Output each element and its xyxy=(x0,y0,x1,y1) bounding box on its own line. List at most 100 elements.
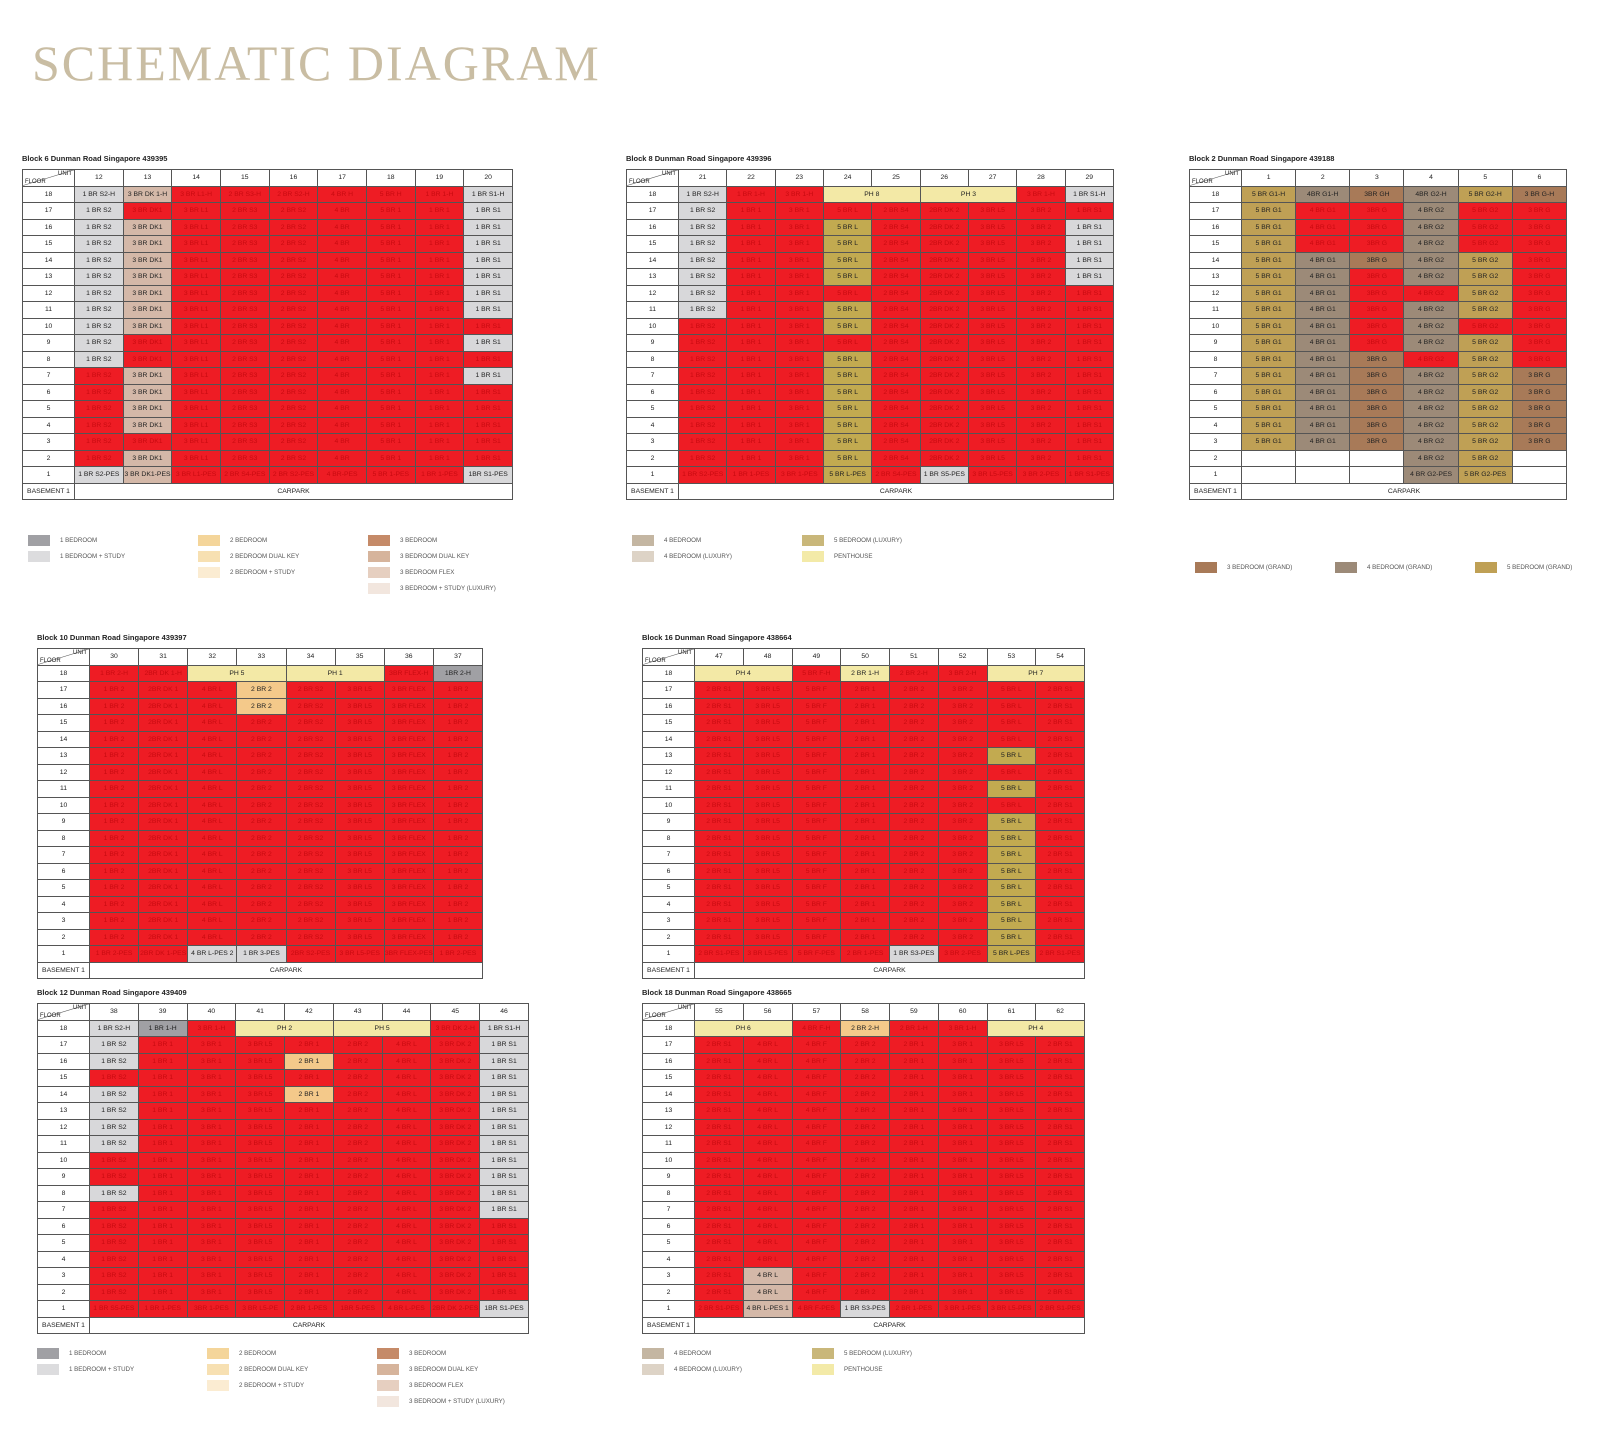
unit-cell-sold[interactable]: 3 BR L5 xyxy=(742,714,793,732)
unit-cell-available[interactable]: 5 BR G1 xyxy=(1240,433,1297,451)
unit-cell-sold[interactable]: 2 BR S2 xyxy=(285,747,336,765)
unit-cell-available[interactable]: 5 BR L xyxy=(986,912,1037,930)
unit-cell-sold[interactable]: 2 BR S4 xyxy=(871,202,921,220)
unit-cell-available[interactable]: 1 BR S2 xyxy=(74,334,124,352)
unit-cell-sold[interactable]: 2 BR S1 xyxy=(694,829,744,847)
unit-cell-available[interactable]: 1 BR S1 xyxy=(463,251,513,269)
unit-cell-sold[interactable]: 3 BR DK 2 xyxy=(430,1267,481,1285)
unit-cell-sold[interactable]: 3 BR DK 2 xyxy=(430,1085,481,1103)
unit-cell-sold[interactable]: 1 BR 1 xyxy=(137,1217,188,1235)
unit-cell-sold[interactable]: 3 BR 1 xyxy=(937,1036,988,1054)
unit-cell-sold[interactable]: 2 BR S2 xyxy=(268,284,319,302)
unit-cell-sold[interactable]: 3 BR 1 xyxy=(937,1184,988,1202)
unit-cell-available[interactable]: 5 BR G1 xyxy=(1240,416,1297,434)
unit-cell-available[interactable]: 4 BR G2 xyxy=(1403,416,1459,434)
unit-cell-sold[interactable]: 2 BR S2 xyxy=(285,813,336,831)
unit-cell-sold[interactable]: 5 BR L xyxy=(822,202,873,220)
unit-cell-sold[interactable]: 4 BR L-PES xyxy=(381,1300,432,1318)
unit-cell-sold[interactable]: 4 BR F xyxy=(791,1234,842,1252)
unit-cell-sold[interactable]: 3 BR L5 xyxy=(235,1184,286,1202)
unit-cell-available[interactable]: 4 BR L xyxy=(742,1267,793,1285)
unit-cell-sold[interactable]: 4 BR F xyxy=(791,1184,842,1202)
unit-cell-sold[interactable]: 1 BR S2 xyxy=(89,1168,139,1186)
unit-cell-sold[interactable]: 3 BR 1 xyxy=(186,1201,237,1219)
unit-cell-sold[interactable]: 4 BR xyxy=(317,400,367,418)
unit-cell-sold[interactable]: 3 BR L5 xyxy=(986,1069,1037,1087)
unit-cell-sold[interactable]: 2 BR 2 xyxy=(332,1151,383,1169)
unit-cell-available[interactable]: 3BR GH xyxy=(1349,185,1405,203)
unit-cell-sold[interactable]: 1 BR 1-PES xyxy=(414,466,465,484)
unit-cell-sold[interactable]: 3 BR 1-H xyxy=(1016,185,1066,203)
unit-cell-sold[interactable]: 2 BR S1 xyxy=(1035,1118,1085,1136)
unit-cell-sold[interactable]: 2BR DK 2 xyxy=(919,317,969,335)
unit-cell-sold[interactable]: 1 BR S2 xyxy=(89,1283,139,1301)
unit-cell-sold[interactable]: 2 BR S1 xyxy=(694,681,744,699)
unit-cell-sold[interactable]: 2 BR 1 xyxy=(284,1118,334,1136)
unit-cell-sold[interactable]: 3 BR 2 xyxy=(1016,383,1066,401)
unit-cell-available[interactable]: 5 BR L xyxy=(822,218,873,236)
unit-cell-available[interactable]: 5 BR G2-PES xyxy=(1457,466,1513,484)
unit-cell-sold[interactable]: 3 BR L5 xyxy=(986,1052,1037,1070)
unit-cell-available[interactable]: 3 BR DK1 xyxy=(122,449,173,467)
unit-cell-sold[interactable]: 3 BR 1 xyxy=(937,1151,988,1169)
unit-cell-sold[interactable]: 2 BR S1 xyxy=(1035,714,1085,732)
unit-cell-sold[interactable]: 1 BR 1 xyxy=(414,317,465,335)
unit-cell-available[interactable]: 4 BR G2 xyxy=(1403,268,1459,286)
unit-cell-available[interactable]: 3 BR G xyxy=(1511,383,1568,401)
unit-cell-available[interactable]: 3 BR G xyxy=(1511,433,1568,451)
unit-cell-sold[interactable]: 4 BR F xyxy=(791,1052,842,1070)
unit-cell-sold[interactable]: 1 BR 1 xyxy=(137,1118,188,1136)
unit-cell-available[interactable]: 1 BR S1 xyxy=(1064,251,1115,269)
unit-cell-available[interactable]: 4 BR G2 xyxy=(1403,301,1459,319)
unit-cell-sold[interactable]: 5 BR F xyxy=(791,747,842,765)
unit-cell-sold[interactable]: 2 BR 1 xyxy=(840,780,890,798)
unit-cell-available[interactable]: 1 BR S1 xyxy=(1064,235,1115,253)
unit-cell-sold[interactable]: 2 BR S3 xyxy=(219,301,270,319)
unit-cell-sold[interactable]: 3 BR L5 xyxy=(235,1069,286,1087)
unit-cell-sold[interactable]: 4 BR G1 xyxy=(1295,202,1351,220)
unit-cell-available[interactable]: 1 BR S1-H xyxy=(479,1019,529,1037)
unit-cell-sold[interactable]: 2 BR S1 xyxy=(1035,1151,1085,1169)
unit-cell-sold[interactable]: 3 BR L5 xyxy=(235,1234,286,1252)
unit-cell-sold[interactable]: 3 BR L5 xyxy=(986,1118,1037,1136)
unit-cell-sold[interactable]: 1 BR 2 xyxy=(432,714,484,732)
unit-cell-available[interactable]: 1 BR S1 xyxy=(479,1135,529,1153)
unit-cell-available[interactable]: 5 BR L xyxy=(822,383,873,401)
unit-cell-sold[interactable]: 3 BR 1 xyxy=(186,1267,237,1285)
unit-cell-sold[interactable]: 2 BR 1 xyxy=(889,1201,939,1219)
unit-cell-sold[interactable]: 5 BR F xyxy=(791,879,842,897)
unit-cell-sold[interactable]: 2 BR 1 xyxy=(889,1217,939,1235)
unit-cell-sold[interactable]: 2 BR S1 xyxy=(1035,681,1085,699)
unit-cell-sold[interactable]: 2 BR 2 xyxy=(236,829,287,847)
unit-cell-sold[interactable]: 2 BR 1 xyxy=(840,763,890,781)
unit-cell-sold[interactable]: 3 BR FLEX xyxy=(383,796,434,814)
unit-cell-sold[interactable]: 3 BR 1 xyxy=(774,416,824,434)
unit-cell-sold[interactable]: 5 BR F xyxy=(791,780,842,798)
unit-cell-available[interactable]: 1 BR S1 xyxy=(463,301,513,319)
unit-cell-sold[interactable]: 2 BR 2 xyxy=(332,1118,383,1136)
unit-cell-available[interactable]: 1 BR S2 xyxy=(677,218,728,236)
unit-cell-sold[interactable]: 4 BR F xyxy=(791,1069,842,1087)
unit-cell-sold[interactable]: 2 BR 1 xyxy=(889,1069,939,1087)
unit-cell-sold[interactable]: 3BR G xyxy=(1349,202,1405,220)
unit-cell-sold[interactable]: 1 BR 2 xyxy=(88,730,140,748)
unit-cell-sold[interactable]: 2 BR S1 xyxy=(1035,796,1085,814)
unit-cell-sold[interactable]: 2 BR 1-H xyxy=(889,1019,939,1037)
unit-cell-sold[interactable]: 2 BR S3 xyxy=(219,251,270,269)
unit-cell-sold[interactable]: 4 BR L xyxy=(381,1069,432,1087)
unit-cell-sold[interactable]: 5 BR F-PES xyxy=(791,945,842,963)
unit-cell-sold[interactable]: 3 BR L1 xyxy=(171,367,221,385)
unit-cell-sold[interactable]: 2 BR 1 xyxy=(840,714,890,732)
unit-cell-available[interactable]: 1 BR S2 xyxy=(677,251,728,269)
unit-cell-available[interactable]: 5 BR G1 xyxy=(1240,400,1297,418)
unit-cell-sold[interactable]: 3 BR L5 xyxy=(986,1283,1037,1301)
unit-cell-sold[interactable]: 3 BR 1 xyxy=(937,1069,988,1087)
unit-cell-sold[interactable]: 2 BR S4 xyxy=(871,218,921,236)
unit-cell-sold[interactable]: 2 BR 1 xyxy=(840,681,890,699)
unit-cell-sold[interactable]: 2 BR S1 xyxy=(694,1250,744,1268)
unit-cell-sold[interactable]: 1 BR S1 xyxy=(479,1250,529,1268)
unit-cell-available[interactable]: 4 BR G2 xyxy=(1403,317,1459,335)
unit-cell-sold[interactable]: 1 BR 2 xyxy=(88,813,140,831)
unit-cell-sold[interactable]: 3 BR L5 xyxy=(334,912,385,930)
unit-cell-sold[interactable]: 1BR 5-PES xyxy=(332,1300,383,1318)
